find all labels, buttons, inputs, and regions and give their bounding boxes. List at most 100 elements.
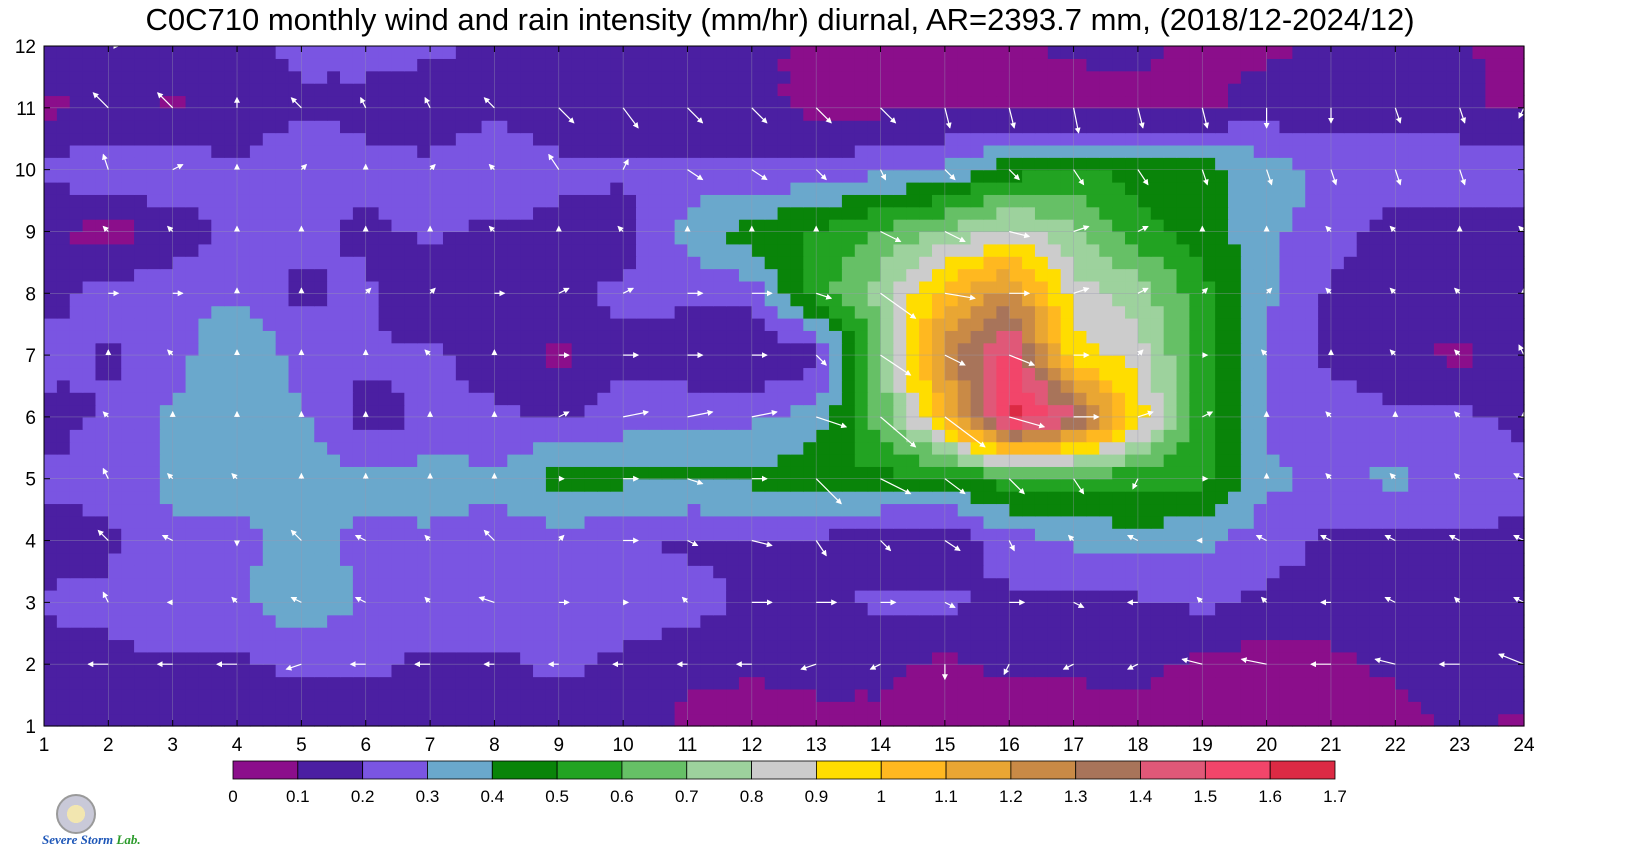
field-cell bbox=[764, 280, 779, 294]
field-cell bbox=[69, 219, 84, 233]
field-cell bbox=[996, 404, 1010, 418]
field-cell bbox=[1176, 639, 1190, 653]
field-cell bbox=[44, 651, 58, 665]
field-cell bbox=[687, 243, 701, 257]
field-cell bbox=[494, 454, 508, 467]
field-cell bbox=[1511, 318, 1525, 331]
field-cell bbox=[829, 256, 843, 270]
field-cell bbox=[455, 404, 470, 418]
field-cell bbox=[674, 528, 689, 542]
field-cell bbox=[481, 701, 496, 715]
field-cell bbox=[1086, 503, 1100, 517]
field-cell bbox=[69, 577, 84, 591]
field-cell bbox=[1189, 256, 1203, 270]
field-cell bbox=[661, 552, 676, 566]
field-cell bbox=[687, 639, 701, 653]
field-cell bbox=[1215, 540, 1229, 554]
field-cell bbox=[224, 367, 238, 381]
field-cell bbox=[661, 614, 676, 628]
field-cell bbox=[1498, 590, 1512, 603]
field-cell bbox=[571, 429, 586, 443]
field-cell bbox=[623, 392, 637, 406]
field-cell bbox=[1228, 503, 1242, 517]
field-cell bbox=[700, 552, 714, 566]
field-cell bbox=[1228, 206, 1242, 220]
field-cell bbox=[1112, 243, 1126, 257]
field-cell bbox=[249, 342, 264, 356]
field-cell bbox=[430, 701, 444, 715]
field-cell bbox=[455, 342, 470, 356]
field-cell bbox=[198, 219, 212, 233]
field-cell bbox=[494, 219, 508, 233]
field-cell bbox=[108, 429, 122, 443]
field-cell bbox=[1189, 701, 1203, 715]
field-cell bbox=[417, 379, 431, 393]
field-cell bbox=[610, 478, 624, 492]
field-cell bbox=[1279, 639, 1293, 653]
field-cell bbox=[854, 404, 869, 418]
field-cell bbox=[327, 552, 341, 566]
field-cell bbox=[134, 441, 148, 455]
field-cell bbox=[352, 540, 367, 554]
field-cell bbox=[211, 577, 225, 591]
field-cell bbox=[893, 478, 907, 492]
field-cell bbox=[764, 664, 779, 678]
field-cell bbox=[674, 515, 689, 529]
field-cell bbox=[1150, 565, 1165, 579]
field-cell bbox=[288, 614, 302, 628]
field-cell bbox=[1279, 280, 1293, 294]
field-cell bbox=[121, 182, 135, 195]
field-cell bbox=[365, 243, 380, 257]
field-cell bbox=[340, 491, 354, 505]
field-cell bbox=[1266, 379, 1281, 393]
field-cell bbox=[1343, 590, 1358, 603]
field-cell bbox=[829, 565, 843, 579]
field-cell bbox=[1215, 466, 1229, 480]
field-cell bbox=[314, 577, 328, 591]
field-cell bbox=[674, 577, 689, 591]
field-cell bbox=[352, 639, 367, 653]
field-cell bbox=[996, 614, 1010, 628]
field-cell bbox=[262, 454, 277, 467]
field-cell bbox=[777, 590, 792, 603]
field-cell bbox=[56, 416, 71, 430]
field-cell bbox=[391, 466, 405, 480]
field-cell bbox=[648, 342, 663, 356]
field-cell bbox=[829, 713, 843, 727]
field-cell bbox=[1163, 676, 1178, 690]
field-cell bbox=[159, 416, 174, 430]
field-cell bbox=[1240, 243, 1255, 257]
field-cell bbox=[674, 379, 689, 393]
field-cell bbox=[146, 701, 161, 715]
field-cell bbox=[185, 367, 200, 381]
field-cell bbox=[1137, 268, 1152, 282]
field-cell bbox=[803, 602, 817, 616]
field-cell bbox=[906, 478, 920, 492]
field-cell bbox=[1369, 194, 1384, 208]
field-cell bbox=[648, 268, 663, 282]
field-cell bbox=[1485, 416, 1499, 430]
field-cell bbox=[1421, 256, 1435, 270]
field-cell bbox=[1163, 355, 1178, 369]
field-cell bbox=[1240, 206, 1255, 220]
field-cell bbox=[340, 392, 354, 406]
field-cell bbox=[468, 651, 483, 665]
field-cell bbox=[1279, 478, 1293, 492]
field-cell bbox=[520, 182, 534, 195]
field-cell bbox=[237, 231, 251, 245]
field-cell bbox=[314, 231, 328, 245]
field-cell bbox=[211, 664, 225, 678]
field-cell bbox=[932, 318, 946, 331]
field-cell bbox=[146, 651, 161, 665]
field-cell bbox=[726, 243, 740, 257]
field-cell bbox=[996, 280, 1010, 294]
field-cell bbox=[906, 552, 920, 566]
field-cell bbox=[1369, 293, 1384, 307]
field-cell bbox=[455, 466, 470, 480]
field-cell bbox=[893, 466, 907, 480]
field-cell bbox=[726, 688, 740, 702]
field-cell bbox=[1446, 268, 1461, 282]
field-cell bbox=[1305, 577, 1319, 591]
field-cell bbox=[82, 182, 97, 195]
field-cell bbox=[713, 577, 727, 591]
